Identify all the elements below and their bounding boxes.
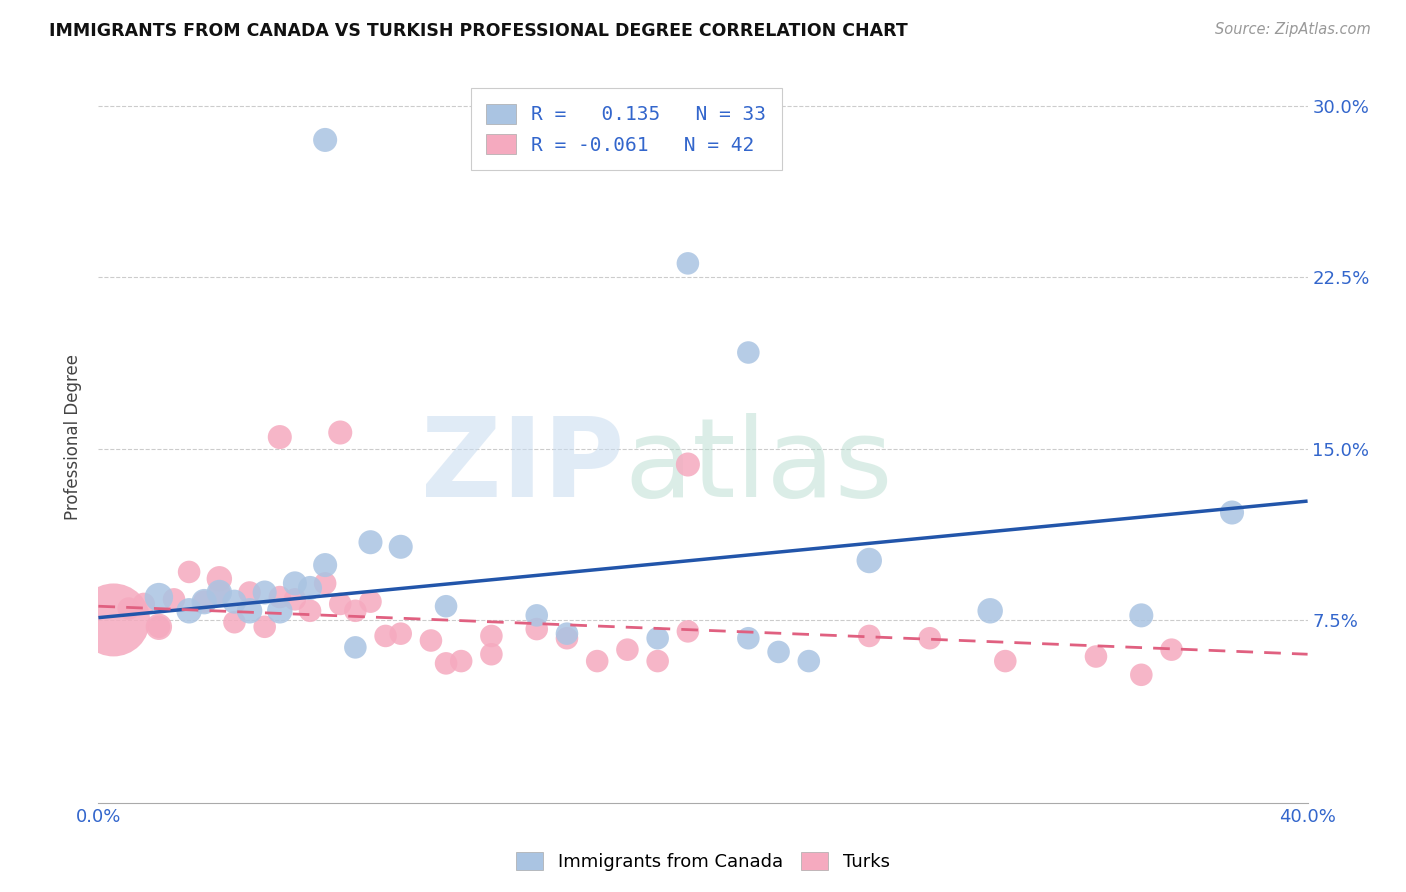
Point bbox=[676, 256, 699, 270]
Point bbox=[132, 597, 155, 611]
Point bbox=[360, 535, 382, 549]
Point bbox=[208, 585, 231, 599]
Point bbox=[676, 458, 699, 472]
Point bbox=[647, 632, 669, 646]
Point bbox=[224, 615, 246, 630]
Point bbox=[389, 626, 412, 640]
Point bbox=[148, 590, 170, 604]
Point bbox=[360, 594, 382, 608]
Point bbox=[284, 592, 307, 607]
Point bbox=[284, 576, 307, 591]
Point bbox=[737, 345, 759, 359]
Point bbox=[224, 594, 246, 608]
Point bbox=[450, 654, 472, 668]
Point bbox=[481, 629, 503, 643]
Point bbox=[299, 604, 322, 618]
Point bbox=[389, 540, 412, 554]
Point bbox=[374, 629, 396, 643]
Point bbox=[526, 608, 548, 623]
Point bbox=[858, 629, 880, 643]
Legend: R =   0.135   N = 33, R = -0.061   N = 42: R = 0.135 N = 33, R = -0.061 N = 42 bbox=[471, 88, 782, 170]
Point bbox=[481, 647, 503, 661]
Point bbox=[253, 620, 276, 634]
Point bbox=[797, 654, 820, 668]
Point bbox=[1160, 642, 1182, 657]
Point bbox=[148, 620, 170, 634]
Y-axis label: Professional Degree: Professional Degree bbox=[65, 354, 83, 520]
Point bbox=[179, 604, 201, 618]
Point bbox=[768, 645, 790, 659]
Point bbox=[193, 594, 215, 608]
Point bbox=[118, 601, 141, 615]
Point bbox=[555, 632, 578, 646]
Point bbox=[269, 430, 291, 444]
Text: Source: ZipAtlas.com: Source: ZipAtlas.com bbox=[1215, 22, 1371, 37]
Point bbox=[329, 597, 352, 611]
Point bbox=[676, 624, 699, 639]
Point bbox=[526, 622, 548, 636]
Point bbox=[344, 604, 367, 618]
Point bbox=[179, 565, 201, 579]
Point bbox=[148, 620, 170, 634]
Point bbox=[647, 654, 669, 668]
Point bbox=[314, 558, 336, 573]
Point bbox=[994, 654, 1017, 668]
Point bbox=[434, 599, 457, 614]
Point bbox=[1130, 608, 1153, 623]
Text: ZIP: ZIP bbox=[420, 413, 624, 520]
Point bbox=[208, 585, 231, 599]
Point bbox=[918, 632, 941, 646]
Point bbox=[269, 604, 291, 618]
Point bbox=[269, 590, 291, 604]
Point bbox=[299, 581, 322, 595]
Point bbox=[103, 613, 125, 627]
Point bbox=[858, 553, 880, 567]
Point bbox=[163, 592, 186, 607]
Point bbox=[314, 133, 336, 147]
Point bbox=[239, 604, 262, 618]
Point bbox=[420, 633, 443, 648]
Point bbox=[1220, 506, 1243, 520]
Point bbox=[208, 572, 231, 586]
Point bbox=[1085, 649, 1108, 664]
Point bbox=[329, 425, 352, 440]
Point bbox=[314, 576, 336, 591]
Point bbox=[344, 640, 367, 655]
Point bbox=[193, 594, 215, 608]
Point bbox=[586, 654, 609, 668]
Text: atlas: atlas bbox=[624, 413, 893, 520]
Point bbox=[1130, 667, 1153, 682]
Point bbox=[434, 657, 457, 671]
Point bbox=[555, 626, 578, 640]
Point bbox=[979, 604, 1001, 618]
Point bbox=[616, 642, 638, 657]
Text: IMMIGRANTS FROM CANADA VS TURKISH PROFESSIONAL DEGREE CORRELATION CHART: IMMIGRANTS FROM CANADA VS TURKISH PROFES… bbox=[49, 22, 908, 40]
Point bbox=[239, 585, 262, 599]
Point bbox=[253, 585, 276, 599]
Point bbox=[737, 632, 759, 646]
Legend: Immigrants from Canada, Turks: Immigrants from Canada, Turks bbox=[509, 845, 897, 879]
